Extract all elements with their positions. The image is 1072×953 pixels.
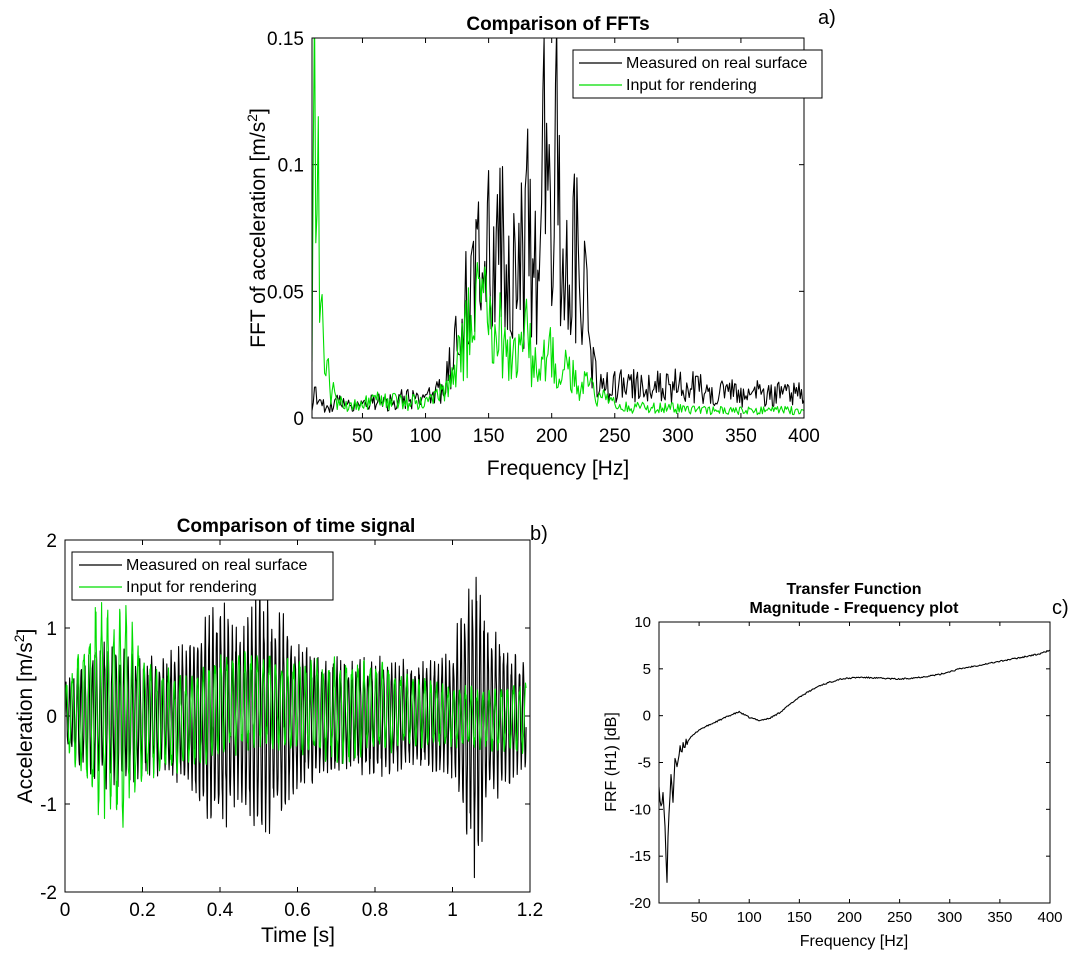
panel-b-title: Comparison of time signal [177, 516, 416, 537]
series-line-frf [659, 649, 1050, 883]
panel-b-legend: Measured on real surface Input for rende… [71, 551, 334, 601]
panel-b-frame [64, 539, 531, 893]
x-tick-label: 100 [410, 426, 442, 447]
y-tick-label: -20 [629, 895, 651, 912]
y-tick-label: -15 [629, 848, 651, 865]
panel-b-legend-box [71, 551, 334, 601]
x-tick-label: 150 [787, 909, 812, 926]
x-tick-label: 300 [662, 426, 694, 447]
x-tick-label: 0.8 [362, 900, 388, 921]
y-tick-label: 0 [643, 708, 651, 725]
panel-b-xlabel: Time [s] [261, 924, 335, 947]
panel-b-legend-input: Input for rendering [126, 579, 257, 596]
y-tick-label: 0.1 [278, 156, 304, 177]
panel-a-ylabel: FFT of acceleration [m/s2] [244, 108, 270, 348]
y-tick-label: -1 [40, 795, 57, 816]
x-tick-label: 50 [691, 909, 708, 926]
y-tick-label: 5 [643, 661, 651, 678]
x-tick-label: 200 [837, 909, 862, 926]
panel-c-ylabel: FRF (H1) [dB] [603, 712, 620, 812]
panel-b-ylabel: Acceleration [m/s2] [11, 629, 37, 804]
y-tick-label: 10 [634, 614, 651, 631]
x-tick-label: 0 [60, 900, 71, 921]
panel-a-background [312, 38, 804, 418]
panel-c-title-line2: Magnitude - Frequency plot [750, 600, 960, 617]
x-tick-label: 1 [447, 900, 458, 921]
panel-c-title-line1: Transfer Function [786, 581, 921, 598]
panel-a-legend-measured: Measured on real surface [626, 55, 808, 72]
x-tick-label: 350 [725, 426, 757, 447]
x-tick-label: 0.4 [207, 900, 234, 921]
y-tick-label: 0.05 [267, 282, 304, 303]
x-tick-label: 150 [473, 426, 505, 447]
x-tick-label: 50 [352, 426, 373, 447]
panel-a-fft: 50 100 150 200 250 300 350 400 0 0.05 0.1 0.15 Comp… [244, 7, 836, 480]
x-tick-label: 250 [887, 909, 912, 926]
x-tick-label: 1.2 [517, 900, 543, 921]
y-tick-label: -10 [629, 801, 651, 818]
panel-a-legend-input: Input for rendering [626, 77, 757, 94]
panel-c-background [659, 622, 1050, 903]
x-tick-label: 0.6 [284, 900, 310, 921]
panel-a-tag: a) [818, 7, 836, 29]
series-line-input-for-rendering [312, 38, 804, 416]
panel-a-legend-box [572, 49, 823, 99]
panel-c-frame [658, 621, 1051, 904]
y-tick-label: 0.15 [267, 29, 304, 50]
x-tick-label: 350 [987, 909, 1012, 926]
panel-a-title: Comparison of FFTs [466, 14, 649, 35]
x-tick-label: 200 [536, 426, 568, 447]
panel-c-tag: c) [1052, 597, 1069, 619]
y-tick-label: 0 [46, 707, 57, 728]
panel-a-frame [311, 37, 805, 419]
series-line-measured-on-real-surface [312, 38, 804, 413]
y-tick-label: -2 [40, 883, 57, 904]
x-tick-label: 400 [1037, 909, 1062, 926]
y-tick-label: 0 [293, 409, 304, 430]
panel-a-xlabel: Frequency [Hz] [487, 457, 629, 480]
panel-b-legend-measured: Measured on real surface [126, 557, 308, 574]
panel-b-time: 0 0.2 0.4 0.6 0.8 1 1.2 -2 -1 0 1 2 Comparison of t… [11, 516, 548, 947]
panel-b-tag: b) [530, 523, 548, 545]
series-line-input-for-rendering [65, 602, 527, 828]
x-tick-label: 100 [737, 909, 762, 926]
y-tick-label: 2 [46, 531, 57, 552]
panel-c-xlabel: Frequency [Hz] [800, 933, 908, 950]
panel-c-frf: 50 100 150 200 250 300 350 400 -20 -15 -10 -5 0 5 10 T… [603, 581, 1069, 950]
y-tick-label: -5 [638, 755, 651, 772]
panel-a-legend: Measured on real surface Input for rende… [572, 49, 823, 99]
x-tick-label: 400 [788, 426, 820, 447]
y-tick-label: 1 [46, 619, 57, 640]
x-tick-label: 0.2 [129, 900, 155, 921]
x-tick-label: 250 [599, 426, 631, 447]
x-tick-label: 300 [937, 909, 962, 926]
